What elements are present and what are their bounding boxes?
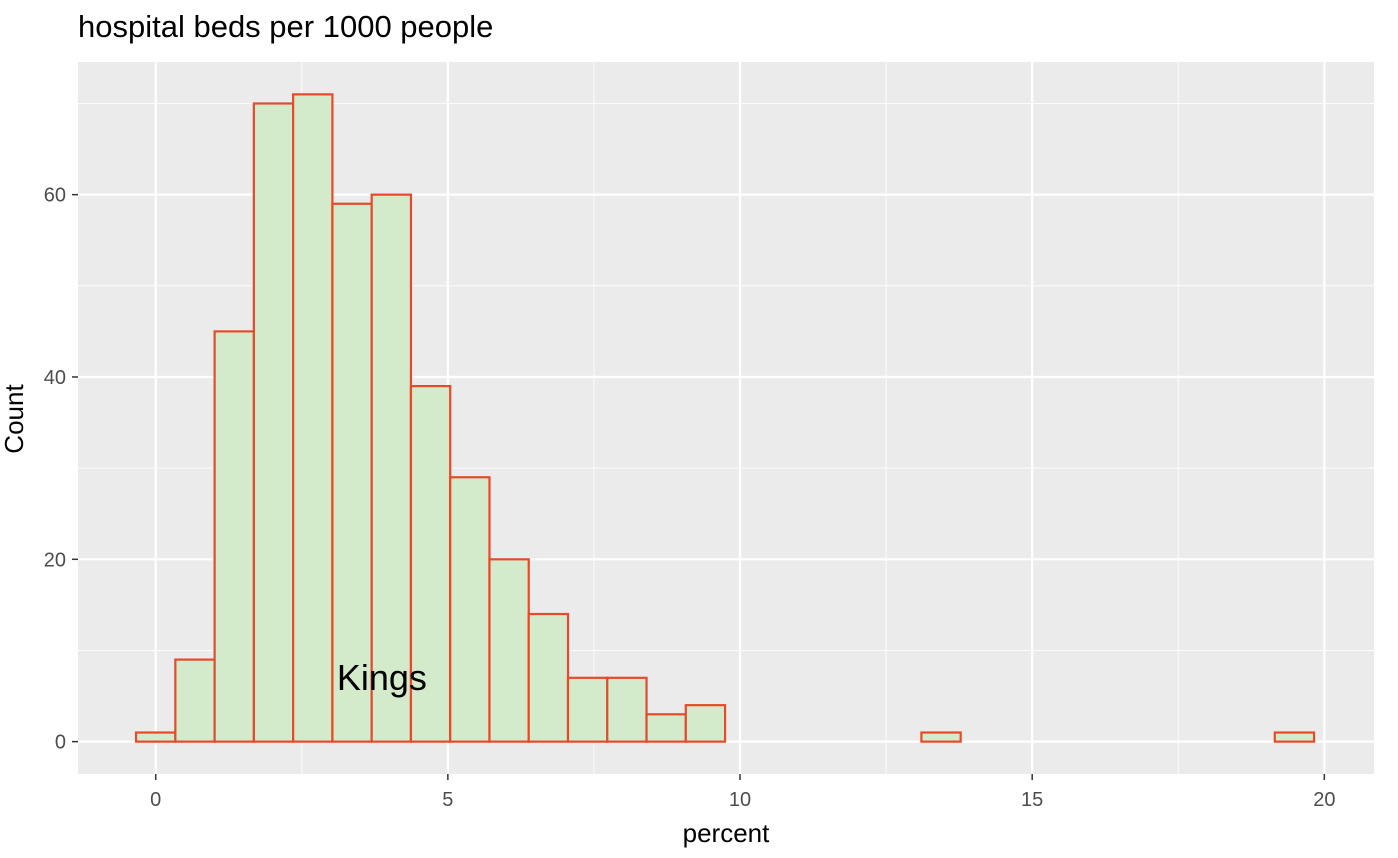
histogram-bar <box>645 713 687 743</box>
histogram-bar <box>527 612 570 743</box>
annotations: Kings <box>337 657 427 698</box>
histogram-bar <box>331 202 373 743</box>
x-tick-label: 0 <box>150 789 161 811</box>
histogram-bar <box>606 676 648 743</box>
histogram-bar <box>566 676 609 743</box>
histogram-bar <box>252 102 295 743</box>
y-axis-title: Count <box>0 384 29 454</box>
x-axis: 0 5 10 15 20 <box>150 774 1335 811</box>
histogram-bar <box>449 476 491 743</box>
histogram-bar <box>1273 731 1316 743</box>
chart-title: hospital beds per 1000 people <box>78 9 493 44</box>
y-tick-label: 20 <box>44 549 66 571</box>
y-tick-label: 40 <box>44 367 66 389</box>
histogram-bar <box>409 384 452 743</box>
y-tick-label: 60 <box>44 185 66 207</box>
x-axis-title: percent <box>683 818 770 848</box>
x-tick-label: 5 <box>442 789 453 811</box>
x-tick-label: 10 <box>729 789 751 811</box>
histogram-bar <box>488 558 530 743</box>
histogram-bar <box>134 731 177 743</box>
histogram-bars <box>134 93 1316 743</box>
histogram-bar <box>920 731 962 743</box>
histogram-bar <box>174 658 216 743</box>
histogram-bar <box>213 330 255 743</box>
annotation-label: Kings <box>337 657 427 698</box>
histogram-bar <box>684 704 727 743</box>
x-tick-label: 20 <box>1313 789 1335 811</box>
y-tick-label: 0 <box>55 732 66 754</box>
y-axis: 0 20 40 60 <box>44 185 78 754</box>
histogram-bar <box>292 93 334 743</box>
x-tick-label: 15 <box>1021 789 1043 811</box>
